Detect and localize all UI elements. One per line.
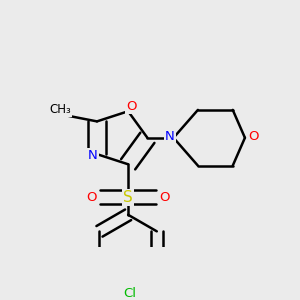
Text: CH₃: CH₃ [49,103,71,116]
Text: N: N [88,149,98,162]
Text: O: O [86,191,97,204]
Text: N: N [165,130,175,142]
Text: O: O [248,130,259,142]
Text: O: O [160,191,170,204]
Text: Cl: Cl [123,287,136,300]
Text: S: S [123,190,133,205]
Text: O: O [126,100,137,113]
